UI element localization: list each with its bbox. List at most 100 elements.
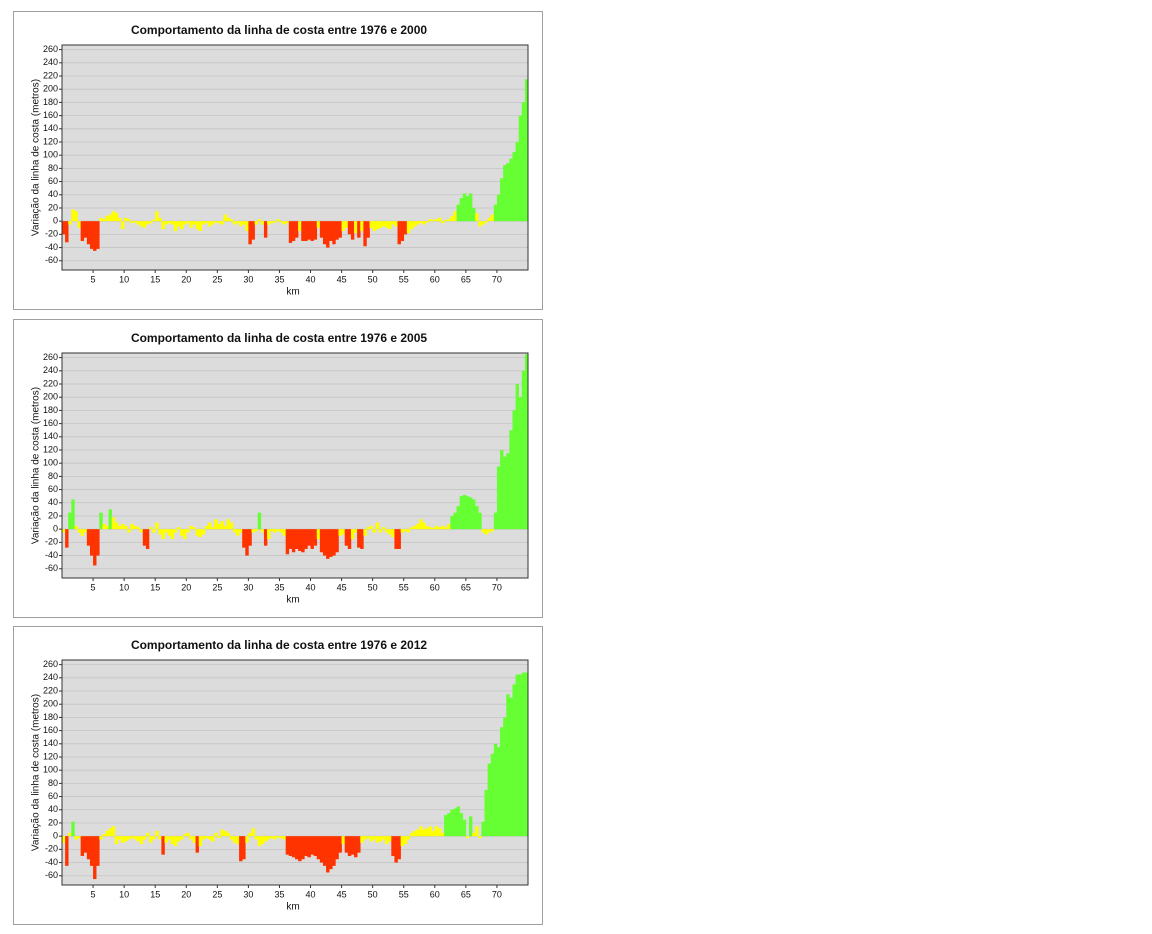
bar [509,430,513,530]
y-tick-label: 120 [43,136,58,146]
bar [422,221,426,225]
bar [496,466,501,530]
y-tick-label: -60 [45,870,58,880]
bar [229,219,234,222]
bar [62,836,66,843]
bar [226,519,231,530]
bar [251,221,255,240]
bar [478,512,482,530]
bar [198,529,203,538]
bar [487,763,492,837]
bar [235,529,240,536]
x-tick-label: 45 [337,889,347,899]
bar [518,115,523,222]
y-tick-label: 60 [48,176,58,186]
bar [201,529,206,535]
bar [375,221,380,230]
bar [105,830,109,837]
bar [506,694,510,837]
bar [260,529,265,533]
bar [189,221,193,228]
bar [500,727,504,837]
y-axis-label: Variação da linha de costa (metros) [31,694,42,851]
bar [403,836,408,845]
x-tick-label: 20 [181,274,191,284]
bar [170,529,175,540]
bar [121,836,125,843]
bar [96,836,100,866]
bar [521,370,526,530]
bar [450,809,454,837]
bars [62,79,528,251]
bar [114,836,119,845]
bar [515,384,519,530]
bar [229,836,234,840]
bar [211,527,215,530]
y-tick-label: 40 [48,189,58,199]
bar [524,354,528,530]
bar [117,217,122,222]
bar [490,753,495,837]
y-tick-label: 120 [43,444,58,454]
x-tick-label: 50 [368,582,378,592]
bar [192,221,196,225]
bar [93,836,97,880]
bar [99,217,103,222]
bar [108,214,113,222]
bar [279,836,283,839]
bar [310,836,314,855]
bar [204,525,209,530]
bar [521,672,526,837]
bar [381,836,386,840]
x-tick-label: 15 [150,274,160,284]
bar [248,221,252,245]
bar [208,522,212,530]
bar [80,529,85,536]
x-tick-label: 65 [461,274,471,284]
bar [198,221,203,232]
bar [201,221,206,225]
bar [232,529,237,533]
bar [310,221,314,241]
bar [223,214,227,222]
bar [316,836,321,860]
x-tick-label: 65 [461,889,471,899]
bar [204,221,209,224]
bar [155,522,159,530]
bar [493,743,498,837]
bar [409,832,414,837]
bar [500,178,504,222]
bar [86,221,91,245]
bar [226,832,231,837]
bar [74,211,78,222]
bar [214,221,218,223]
bar [217,221,221,224]
bar [152,529,156,533]
bar [208,221,212,227]
bar [338,529,342,536]
bar [388,221,392,230]
bar [391,836,395,856]
bar [350,529,355,540]
y-tick-label: 160 [43,418,58,428]
bar [223,830,227,837]
bar [68,512,72,530]
bar [267,529,271,540]
bar [332,221,336,245]
bar [478,221,482,227]
bar [127,219,131,222]
bar [124,836,128,842]
bar [142,221,147,228]
bar [472,499,476,530]
bar [71,209,75,222]
bar [301,836,305,860]
bar [273,221,277,223]
bar [148,527,153,530]
bar [71,499,75,530]
bar [158,529,162,535]
bar [139,836,144,845]
bar [468,497,473,530]
bar [167,836,172,840]
bar [211,836,215,842]
bar [326,221,330,248]
